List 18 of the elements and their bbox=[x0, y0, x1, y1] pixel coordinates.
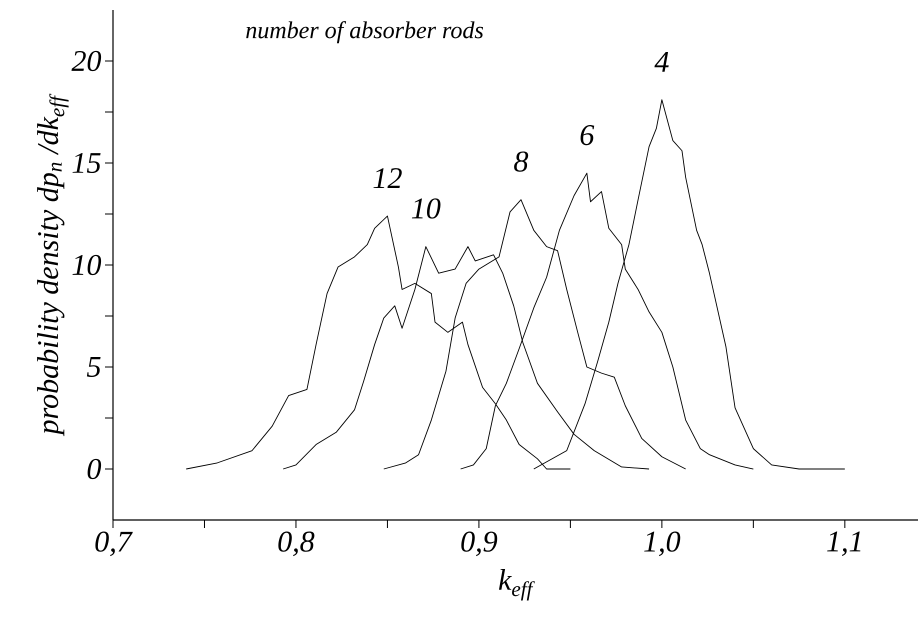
series-label: 12 bbox=[374, 168, 402, 188]
x-tick-label: 0,9 bbox=[461, 532, 498, 556]
y-tick-label: 20 bbox=[71, 50, 102, 72]
x-tick-label: 0,8 bbox=[278, 532, 314, 556]
y-tick-label: 10 bbox=[72, 254, 102, 276]
x-tick-label: 1,1 bbox=[827, 532, 860, 556]
x-tick-label: 1,0 bbox=[644, 532, 680, 556]
series-label: 8 bbox=[514, 151, 528, 172]
series-label: 10 bbox=[412, 198, 440, 219]
series-label: 6 bbox=[580, 125, 594, 146]
y-axis-title: probability density dp$_{n}$ /dk$_{eff}$ bbox=[37, 94, 69, 436]
y-tick-label: 5 bbox=[86, 357, 101, 377]
y-tick-label: 0 bbox=[88, 458, 102, 480]
series-label: 4 bbox=[654, 52, 669, 72]
y-tick-label: 15 bbox=[72, 152, 101, 174]
annotation: number of absorber rods bbox=[246, 21, 484, 44]
x-tick-label: 0,7 bbox=[95, 532, 133, 556]
x-axis-title: k$_{eff}$ bbox=[498, 568, 535, 600]
